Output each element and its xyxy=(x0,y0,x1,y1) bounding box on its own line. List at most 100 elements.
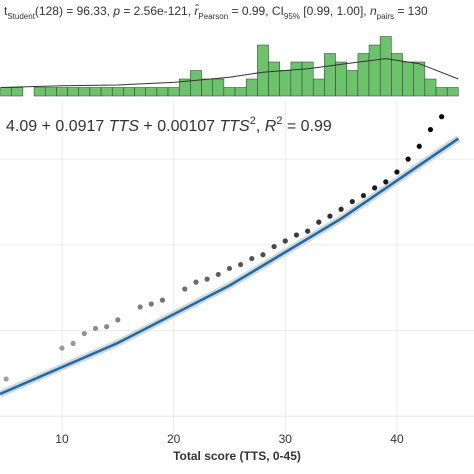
point xyxy=(238,261,244,268)
histogram-bar xyxy=(44,87,57,97)
histogram-bar xyxy=(268,61,280,97)
point xyxy=(159,297,166,303)
point xyxy=(215,271,221,278)
point xyxy=(81,330,87,337)
text-part: = 0.99 xyxy=(282,118,331,135)
point xyxy=(316,219,322,225)
histogram-bar xyxy=(435,87,448,97)
text-part: [0.99, 1.00], xyxy=(300,4,370,18)
histogram-bar xyxy=(89,87,102,97)
x-tick-label: 20 xyxy=(167,432,181,446)
x-axis-title: Total score (TTS, 0-45) xyxy=(173,449,301,463)
point xyxy=(137,304,143,310)
histogram-bar xyxy=(167,87,180,97)
point xyxy=(360,192,367,199)
x-tick-label: 10 xyxy=(55,432,69,446)
point xyxy=(372,185,378,191)
text-part: = 0.99, CI xyxy=(228,4,284,18)
x-tick-label: 40 xyxy=(390,432,404,446)
histogram-bar xyxy=(156,87,169,97)
histogram-bar xyxy=(424,78,437,97)
point xyxy=(59,345,65,351)
text-part: Student xyxy=(7,12,35,21)
histogram-bar xyxy=(245,78,258,97)
text-part: (128) = 96.33, xyxy=(35,4,113,18)
histogram-bar xyxy=(279,70,292,97)
equation: 4.09 + 0.0917 TTS + 0.00107 TTS2, R2 = 0… xyxy=(6,115,332,135)
histogram-bar xyxy=(111,87,124,97)
text-part: = 2.56e-121, xyxy=(120,4,194,18)
point xyxy=(182,286,188,292)
point xyxy=(427,126,434,133)
histogram-bar xyxy=(201,78,213,97)
histogram-bar xyxy=(234,87,247,97)
histogram-bar xyxy=(324,53,336,97)
point xyxy=(204,276,210,282)
histogram-bar xyxy=(67,87,79,97)
histogram-bar xyxy=(190,70,202,97)
histogram-bar xyxy=(357,53,370,97)
text-part: t xyxy=(4,4,8,18)
point xyxy=(3,376,9,382)
point xyxy=(92,325,99,332)
point xyxy=(293,232,300,238)
histogram-bar xyxy=(413,61,426,97)
text-part: = 130 xyxy=(394,4,428,18)
point xyxy=(271,243,277,250)
point xyxy=(383,179,389,185)
histogram-bar xyxy=(446,87,459,97)
text-part: Pearson xyxy=(198,12,228,21)
text-part: , xyxy=(256,118,265,135)
fit-line xyxy=(0,137,460,396)
histogram-bar xyxy=(56,87,68,97)
point xyxy=(439,114,445,120)
text-part: 2 xyxy=(276,115,282,127)
histogram-bar xyxy=(368,44,381,97)
text-part: TTS xyxy=(109,118,140,135)
histogram-bar xyxy=(301,61,314,97)
histogram-bar xyxy=(257,44,269,97)
point xyxy=(282,238,288,244)
histogram-bar xyxy=(290,61,303,97)
histogram-bar xyxy=(223,87,236,97)
histogram-bar xyxy=(0,87,12,97)
x-tick-label: 30 xyxy=(279,432,293,446)
subtitle: tStudent(128) = 96.33, p = 2.56e-121, r̂… xyxy=(4,3,428,21)
histogram-bar xyxy=(212,78,225,97)
point xyxy=(260,252,266,258)
histogram-bar xyxy=(346,70,359,97)
text-part: + 0.00107 xyxy=(139,118,220,135)
text-part: pairs xyxy=(377,12,394,21)
text-part: TTS xyxy=(220,118,251,135)
density-line xyxy=(0,58,459,88)
point xyxy=(394,169,400,175)
text-part: r̂ xyxy=(194,3,199,18)
point xyxy=(416,143,422,149)
text-part: p xyxy=(112,4,120,18)
histogram-bar xyxy=(134,87,146,97)
text-part: 4.09 + 0.0917 xyxy=(6,118,109,135)
histogram-bar xyxy=(335,61,347,97)
histogram-bar xyxy=(78,87,91,97)
point xyxy=(327,213,333,219)
text-part: n xyxy=(370,4,377,18)
text-part: 95% xyxy=(284,12,300,21)
point xyxy=(338,206,344,212)
histogram-bar xyxy=(100,87,113,97)
point xyxy=(249,255,255,262)
point xyxy=(305,228,311,234)
point xyxy=(70,340,76,347)
histogram-bar xyxy=(123,87,135,97)
point xyxy=(349,198,355,205)
histogram-bar xyxy=(312,78,325,97)
histogram-bar xyxy=(11,87,24,97)
text-part: R xyxy=(265,118,277,135)
histogram-bar xyxy=(145,87,158,97)
histogram-bar xyxy=(402,61,414,97)
histogram-bar xyxy=(33,87,46,97)
point xyxy=(104,324,110,330)
point xyxy=(193,279,199,285)
point xyxy=(226,265,233,272)
point xyxy=(148,301,154,307)
